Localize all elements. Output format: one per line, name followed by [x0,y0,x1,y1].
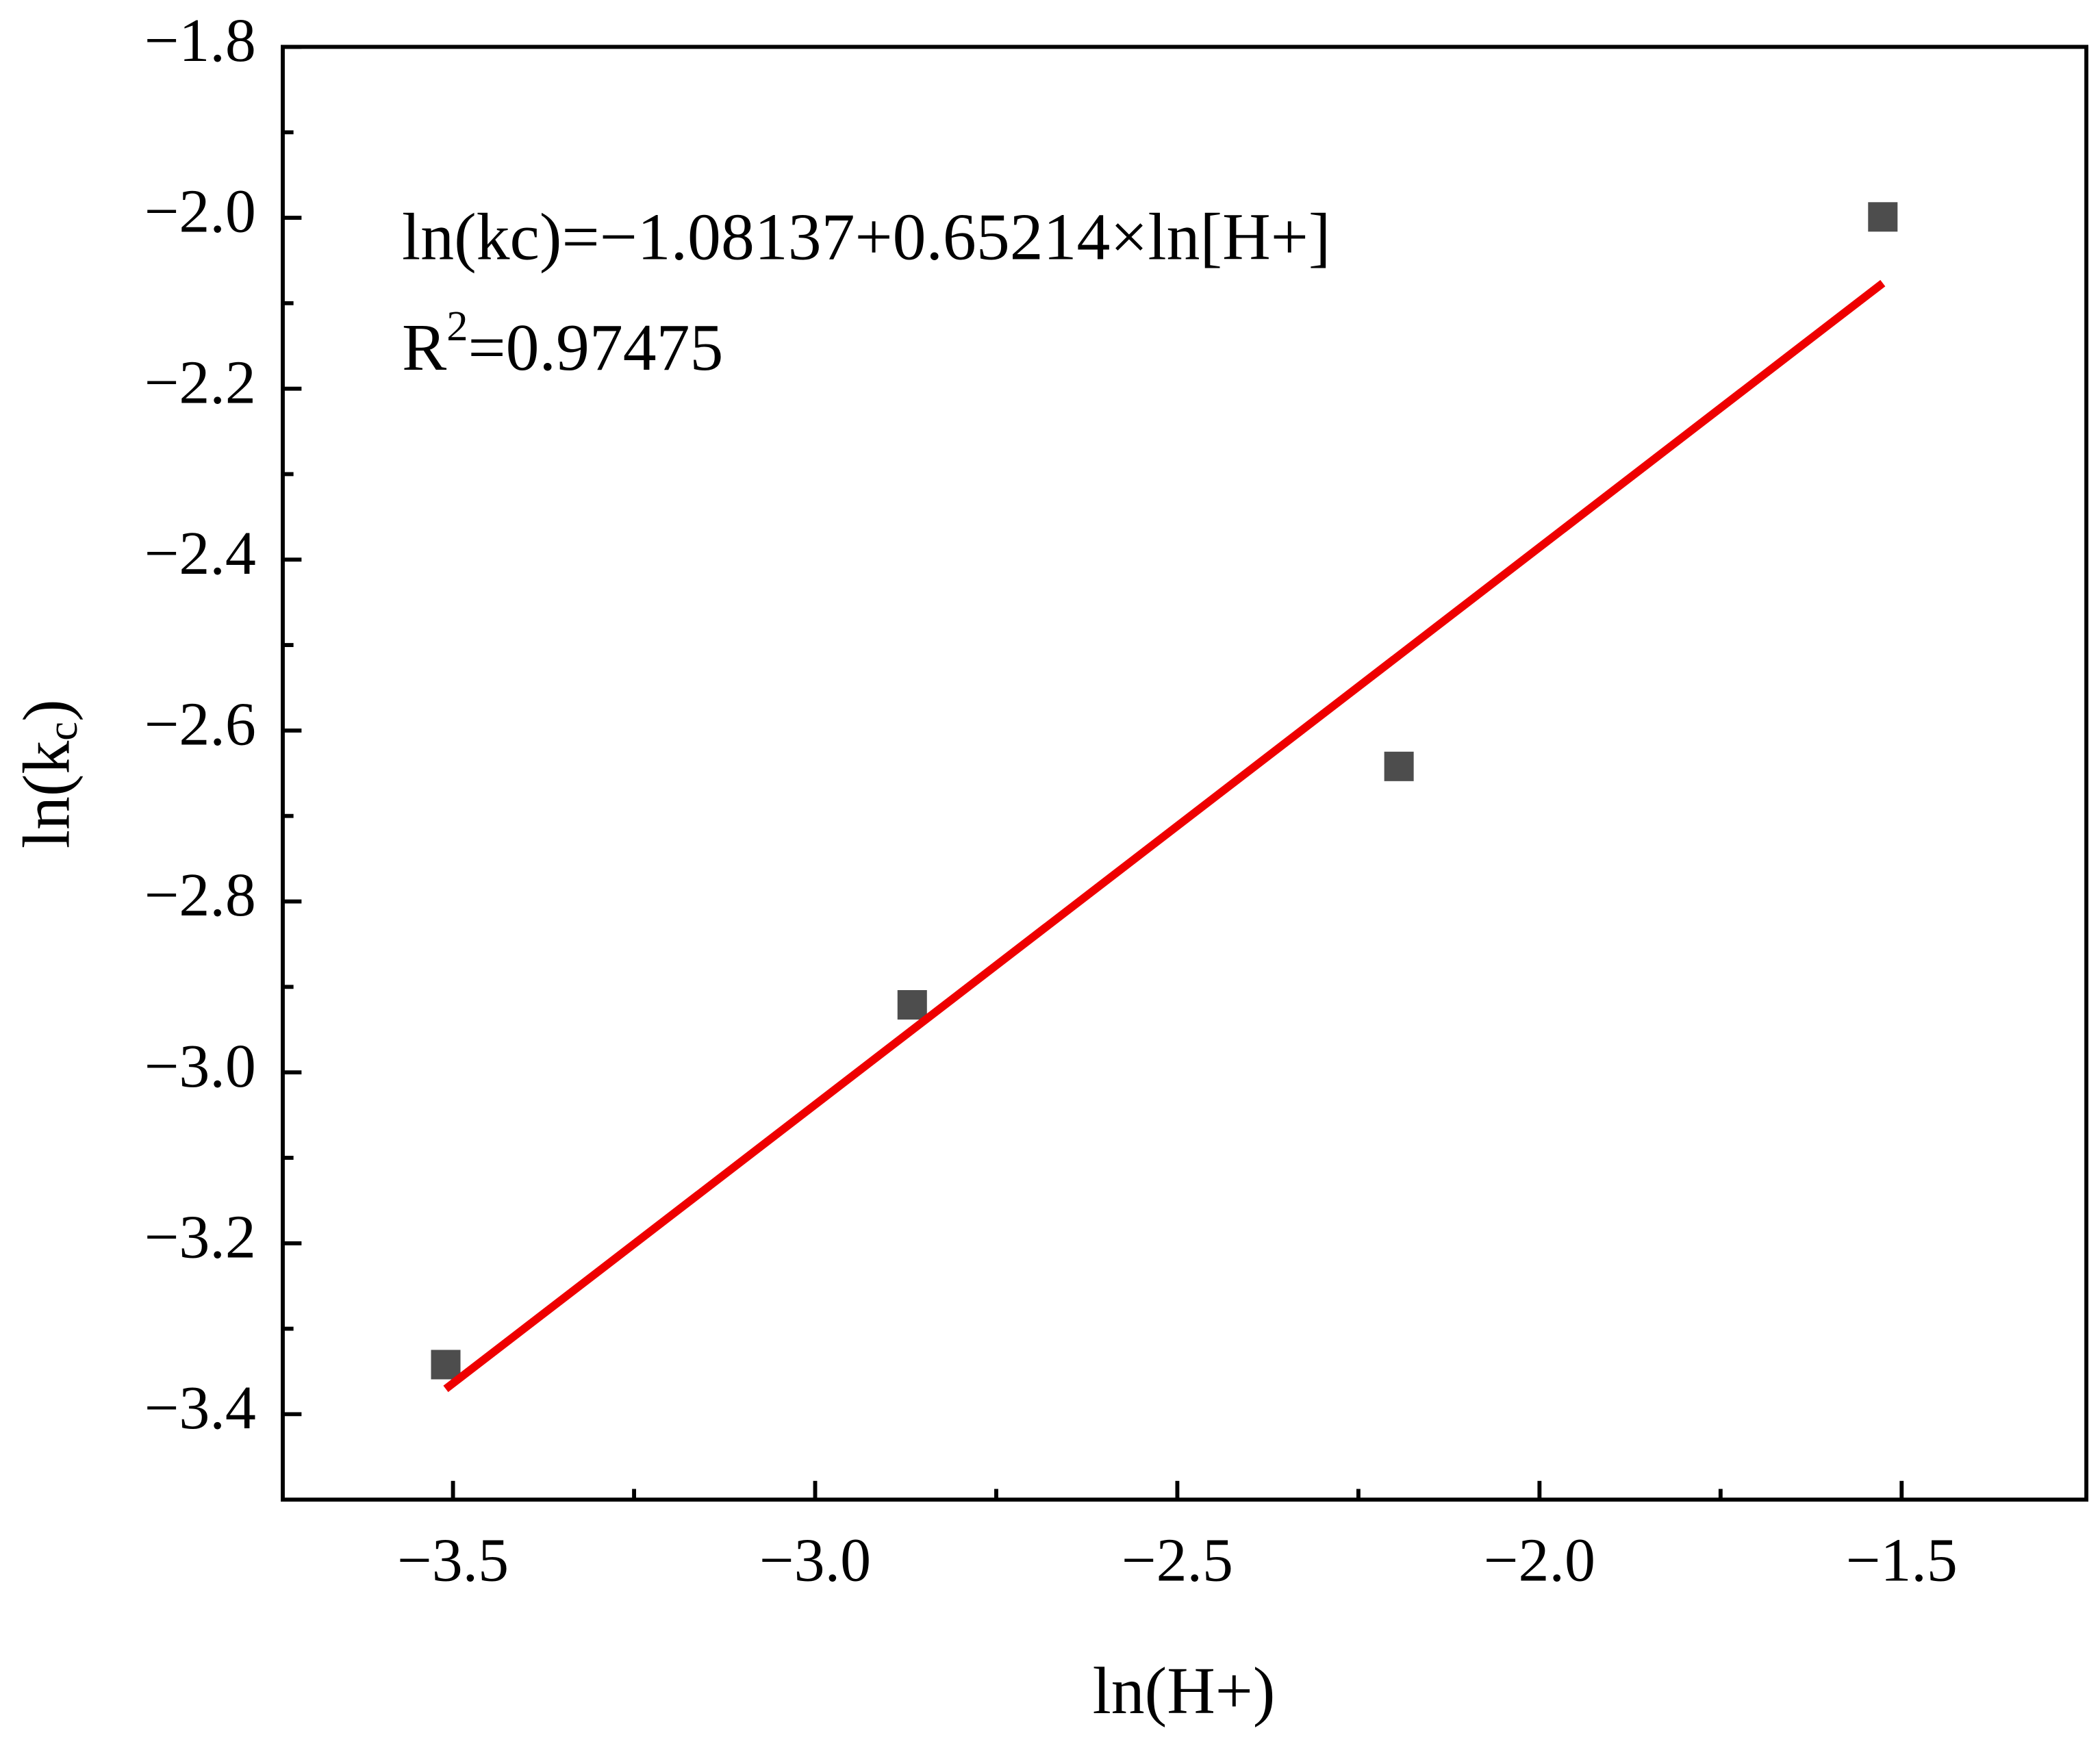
y-label-end: ) [10,699,84,722]
data-point [1384,751,1414,781]
y-tick-label: −3.2 [144,1203,256,1271]
data-point [1868,202,1898,232]
y-tick-label: −2.6 [144,691,256,759]
y-label-sub: c [39,722,87,741]
y-tick-label: −2.2 [144,349,256,416]
x-tick-label: −2.5 [1122,1527,1233,1595]
r2-sup: 2 [446,302,468,350]
x-axis-label: ln(H+) [1093,1654,1276,1728]
x-tick-label: −3.0 [759,1527,871,1595]
y-label-main: ln(k [10,741,84,849]
y-tick-label: −2.0 [144,178,256,246]
y-tick-label: −2.4 [144,520,256,587]
equation: ln(kc)=−1.08137+0.65214×ln[H+] [402,200,1330,274]
plot-frame [281,45,2089,1502]
y-tick-label: −1.8 [144,7,256,75]
r2-value: =0.97475 [468,312,724,385]
y-axis-label: ln(kc) [10,699,86,848]
fit-line [443,279,1886,1393]
y-tick-label: −2.8 [144,861,256,929]
y-tick-label: −3.4 [144,1374,256,1442]
y-tick-label: −3.0 [144,1033,256,1100]
data-point [897,990,927,1020]
x-tick-label: −1.5 [1846,1527,1958,1595]
data-point [431,1350,461,1380]
x-tick-label: −3.5 [397,1527,509,1595]
r2-prefix: R [402,312,447,385]
x-tick-label: −2.0 [1484,1527,1595,1595]
r-squared: R2=0.97475 [402,302,723,385]
